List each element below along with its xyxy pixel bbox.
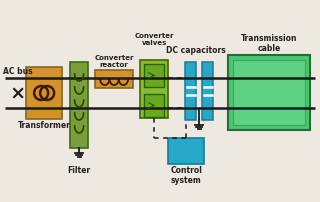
Bar	[185, 62, 196, 120]
Bar	[228, 55, 310, 130]
Text: Transformer: Transformer	[18, 121, 71, 130]
Text: Converter
reactor: Converter reactor	[94, 55, 134, 68]
Text: DC capacitors: DC capacitors	[166, 46, 226, 55]
Text: Filter: Filter	[68, 166, 91, 175]
Text: Converter
valves: Converter valves	[134, 33, 174, 46]
Bar	[95, 70, 133, 88]
Bar	[26, 67, 62, 119]
Bar	[140, 60, 168, 118]
Bar	[70, 62, 88, 148]
Bar	[202, 62, 213, 120]
Text: Transmission
cable: Transmission cable	[241, 34, 297, 53]
Bar	[144, 64, 164, 87]
Bar	[168, 138, 204, 164]
Bar	[144, 94, 164, 117]
Bar	[233, 60, 305, 125]
Text: Control
system: Control system	[170, 166, 202, 185]
Text: AC bus: AC bus	[3, 67, 33, 76]
